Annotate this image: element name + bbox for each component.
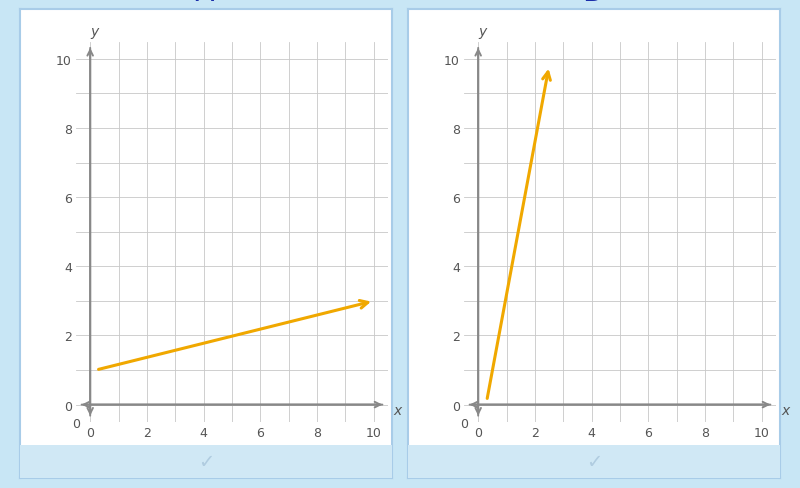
Text: ✓: ✓	[198, 452, 214, 471]
Text: 0: 0	[72, 417, 80, 430]
Text: y: y	[478, 25, 486, 39]
Text: x: x	[782, 403, 790, 417]
Text: y: y	[90, 25, 98, 39]
Text: A: A	[197, 0, 215, 7]
Text: ✓: ✓	[586, 452, 602, 471]
Text: x: x	[394, 403, 402, 417]
Text: 0: 0	[460, 417, 468, 430]
Text: B: B	[585, 0, 603, 7]
